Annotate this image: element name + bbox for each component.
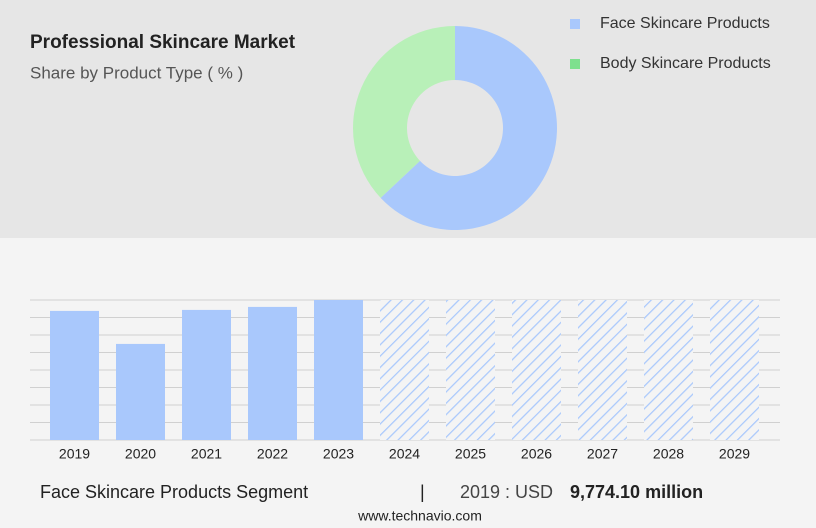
x-tick-label: 2028: [653, 446, 684, 462]
legend-label: Face Skincare Products: [600, 15, 770, 32]
footer-segment: Face Skincare Products Segment: [40, 482, 308, 502]
legend-swatch: [570, 59, 580, 69]
forecast-bar: [446, 300, 495, 440]
footer-amount: 9,774.10 million: [570, 482, 703, 502]
x-tick-label: 2022: [257, 446, 288, 462]
x-tick-label: 2023: [323, 446, 354, 462]
forecast-bar: [512, 300, 561, 440]
x-tick-label: 2024: [389, 446, 420, 462]
bar: [182, 309, 231, 440]
footer-year: 2019 : USD: [460, 482, 553, 502]
forecast-bar: [380, 300, 429, 440]
x-tick-label: 2027: [587, 446, 618, 462]
forecast-bar: [710, 300, 759, 440]
bar: [50, 310, 99, 440]
forecast-bar: [644, 300, 693, 440]
x-tick-label: 2025: [455, 446, 486, 462]
donut-slice: [353, 26, 455, 198]
footer-separator: |: [420, 482, 425, 502]
chart-title: Professional Skincare Market: [30, 32, 296, 53]
x-tick-label: 2021: [191, 446, 222, 462]
bar: [314, 300, 363, 440]
legend-label: Body Skincare Products: [600, 55, 771, 72]
x-tick-label: 2026: [521, 446, 552, 462]
footer-source: www.technavio.com: [357, 508, 482, 524]
legend-swatch: [570, 19, 580, 29]
x-tick-label: 2019: [59, 446, 90, 462]
donut-slice: [380, 26, 557, 230]
x-tick-label: 2029: [719, 446, 750, 462]
x-tick-label: 2020: [125, 446, 156, 462]
bar: [248, 306, 297, 440]
forecast-bar: [578, 300, 627, 440]
bar: [116, 343, 165, 440]
chart-subtitle: Share by Product Type ( % ): [30, 63, 243, 82]
